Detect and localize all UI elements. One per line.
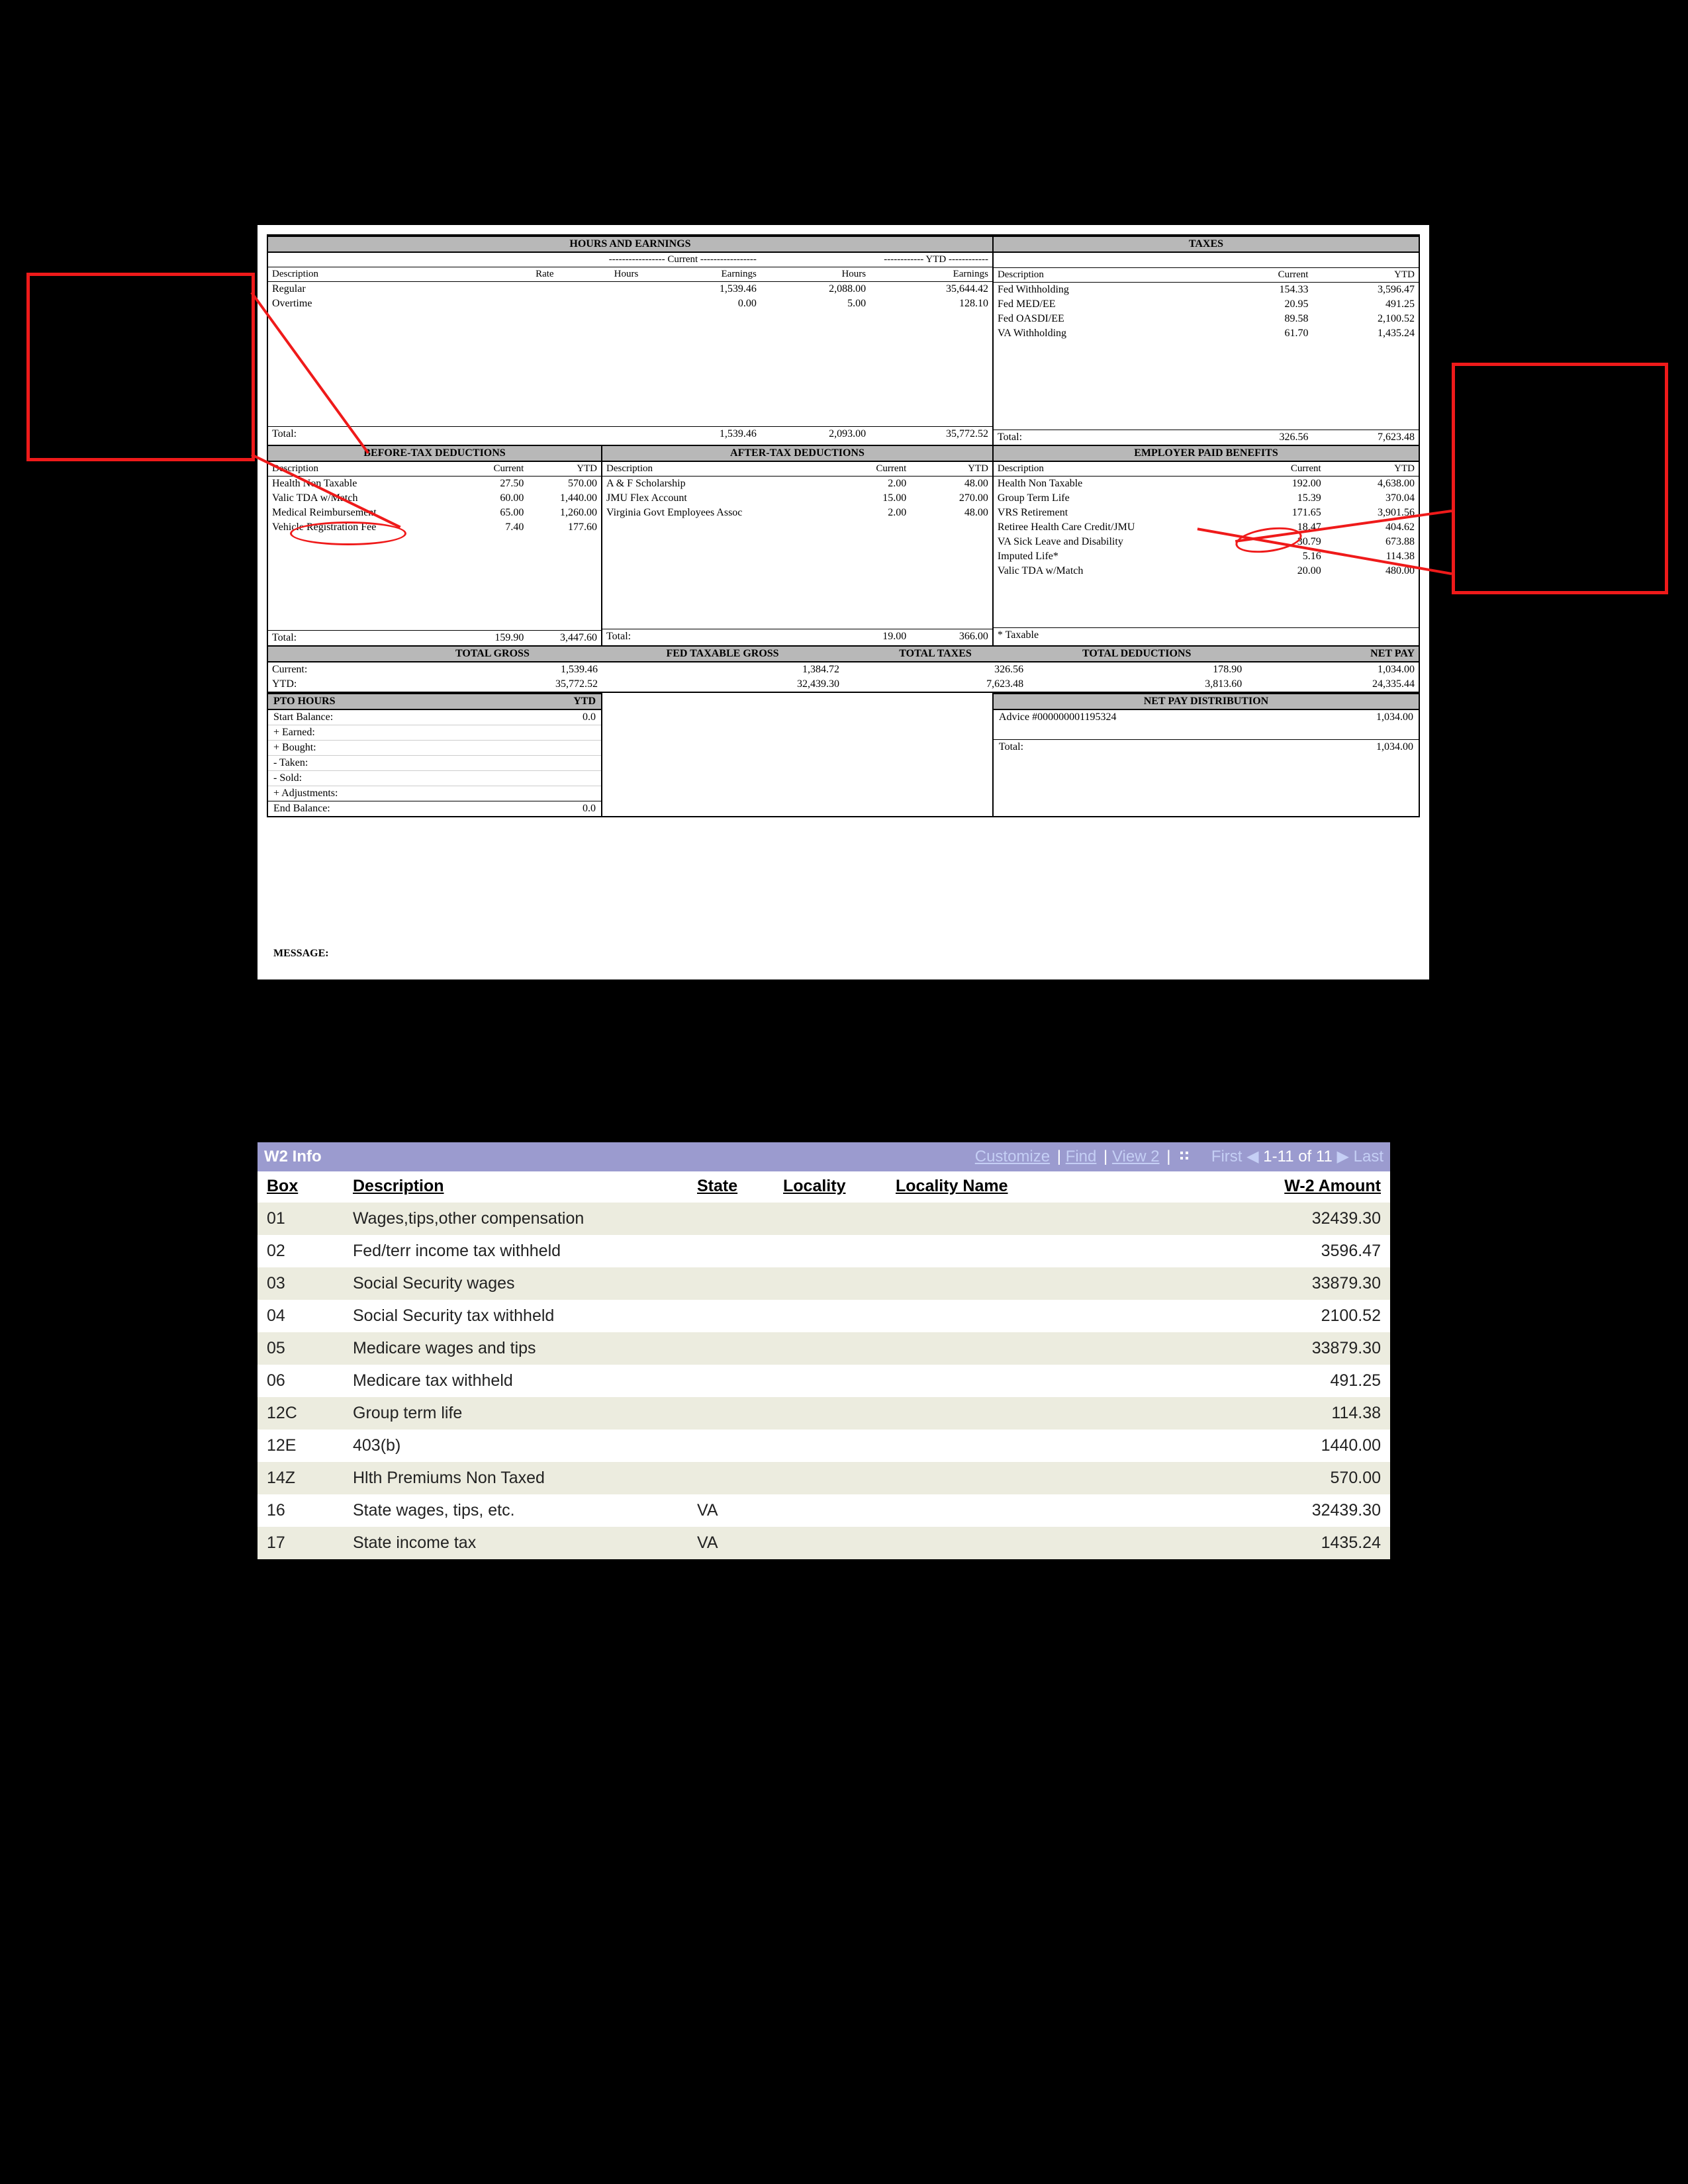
w2-row: 14Z Hlth Premiums Non Taxed 570.00 — [258, 1462, 1390, 1494]
after-tax-row: JMU Flex Account15.00270.00 — [602, 491, 992, 506]
nav-count: 1-11 of 11 — [1263, 1148, 1333, 1165]
pto-row: - Taken: — [268, 756, 601, 771]
w2-row: 04 Social Security tax withheld 2100.52 — [258, 1300, 1390, 1332]
taxes-total-ytd: 7,623.48 — [1312, 430, 1419, 445]
earnings-total-ytde: 35,772.52 — [870, 427, 992, 442]
view2-link[interactable]: View 2 — [1112, 1148, 1160, 1165]
w2-col-amount: W-2 Amount — [1218, 1171, 1390, 1203]
paystub-top: HOURS AND EARNINGS TAXES ---------------… — [268, 236, 1419, 445]
before-tax-row: Medical Reimbursement65.001,260.00 — [268, 506, 601, 520]
col-rate: Rate — [485, 267, 557, 282]
star-taxable: * Taxable — [994, 628, 1419, 643]
w2-rows: 01 Wages,tips,other compensation 32439.3… — [258, 1203, 1390, 1559]
w2-col-state: State — [688, 1171, 774, 1203]
pto-row: + Adjustments: — [268, 786, 601, 801]
earnings-total-ytdh: 2,093.00 — [761, 427, 870, 442]
before-tax-header: BEFORE-TAX DEDUCTIONS — [268, 445, 602, 461]
col-ytd-hours: Hours — [761, 267, 870, 282]
taxes-row: Fed Withholding 154.33 3,596.47 — [994, 283, 1419, 298]
employer-paid-row: Group Term Life15.39370.04 — [994, 491, 1419, 506]
paystub: HOURS AND EARNINGS TAXES ---------------… — [267, 234, 1420, 817]
employer-paid-row: VRS Retirement171.653,901.56 — [994, 506, 1419, 520]
w2-info-panel: W2 Info Customize | Find | View 2 | Firs… — [258, 1142, 1390, 1559]
col-ytd-earn: Earnings — [870, 267, 992, 282]
message-label: MESSAGE: — [273, 948, 329, 960]
employer-paid-row: VA Sick Leave and Disability30.79673.88 — [994, 535, 1419, 549]
w2-table: Box Description State Locality Locality … — [258, 1171, 1390, 1559]
taxes-row: Fed OASDI/EE 89.58 2,100.52 — [994, 312, 1419, 326]
paystub-bottom: PTO HOURS YTD Start Balance: 0.0 + Earne… — [268, 692, 1419, 816]
earnings-row: Regular 1,539.46 2,088.00 35,644.42 — [268, 282, 992, 297]
before-tax-table: Description Current YTD Health Non Taxab… — [268, 462, 601, 645]
customize-link[interactable]: Customize — [975, 1148, 1050, 1165]
pto-row: + Earned: — [268, 725, 601, 741]
callout-box-left — [26, 273, 255, 461]
employer-paid-row: Health Non Taxable192.004,638.00 — [994, 477, 1419, 492]
employer-paid-header: EMPLOYER PAID BENEFITS — [993, 445, 1419, 461]
col-desc: Description — [268, 267, 485, 282]
employer-paid-table: Description Current YTD Health Non Taxab… — [994, 462, 1419, 643]
paystub-summary: TOTAL GROSS FED TAXABLE GROSS TOTAL TAXE… — [268, 645, 1419, 692]
earnings-total-label: Total: — [268, 427, 485, 442]
w2-row: 17 State income tax VA 1435.24 — [258, 1527, 1390, 1559]
taxes-header: TAXES — [993, 236, 1419, 252]
after-tax-row: Virginia Govt Employees Assoc2.0048.00 — [602, 506, 992, 520]
earnings-rows: Regular 1,539.46 2,088.00 35,644.42 Over… — [268, 282, 992, 312]
taxes-table: Description Current YTD Fed Withholding … — [994, 253, 1419, 445]
earnings-row: Overtime 0.00 5.00 128.10 — [268, 296, 992, 311]
callout-ellipse — [290, 522, 406, 545]
grid-icon[interactable] — [1179, 1150, 1191, 1162]
w2-col-box: Box — [258, 1171, 344, 1203]
taxes-rows: Fed Withholding 154.33 3,596.47 Fed MED/… — [994, 283, 1419, 341]
pto-row: - Sold: — [268, 771, 601, 786]
nav-first[interactable]: First — [1211, 1148, 1243, 1165]
after-tax-header: AFTER-TAX DEDUCTIONS — [602, 445, 993, 461]
hours-earnings-header: HOURS AND EARNINGS — [268, 236, 993, 252]
w2-col-locality: Locality — [774, 1171, 886, 1203]
after-tax-row: A & F Scholarship2.0048.00 — [602, 477, 992, 492]
hours-earnings-table: ----------------- Current --------------… — [268, 253, 992, 441]
chevron-left-icon[interactable]: ◀ — [1246, 1148, 1258, 1165]
nav-last[interactable]: Last — [1354, 1148, 1383, 1165]
w2-col-locname: Locality Name — [886, 1171, 1218, 1203]
chevron-right-icon[interactable]: ▶ — [1336, 1148, 1348, 1165]
before-tax-row: Valic TDA w/Match60.001,440.00 — [268, 491, 601, 506]
w2-row: 06 Medicare tax withheld 491.25 — [258, 1365, 1390, 1397]
w2-title: W2 Info — [264, 1148, 322, 1165]
col-cur-earn: Earnings — [642, 267, 761, 282]
col-cur-hours: Hours — [558, 267, 643, 282]
pto-row: + Bought: — [268, 741, 601, 756]
w2-col-desc: Description — [344, 1171, 688, 1203]
employer-paid-row: Valic TDA w/Match20.00480.00 — [994, 564, 1419, 578]
after-tax-table: Description Current YTD A & F Scholarshi… — [602, 462, 992, 644]
earnings-total-cur: 1,539.46 — [642, 427, 761, 442]
paystub-container: HOURS AND EARNINGS TAXES ---------------… — [258, 225, 1429, 979]
netdist-row: Advice #0000000011953241,034.00 — [994, 709, 1419, 725]
taxes-row: Fed MED/EE 20.95 491.25 — [994, 297, 1419, 312]
w2-row: 16 State wages, tips, etc. VA 32439.30 — [258, 1494, 1390, 1527]
net-pay-dist-table: NET PAY DISTRIBUTION Advice #00000000119… — [994, 693, 1419, 754]
w2-row: 12E 403(b) 1440.00 — [258, 1430, 1390, 1462]
find-link[interactable]: Find — [1066, 1148, 1097, 1165]
employer-paid-row: Retiree Health Care Credit/JMU18.47404.6… — [994, 520, 1419, 535]
w2-row: 03 Social Security wages 33879.30 — [258, 1267, 1390, 1300]
pto-row: Start Balance: 0.0 — [268, 709, 601, 725]
pto-row: End Balance: 0.0 — [268, 801, 601, 817]
callout-text-right: **Im taxab amou gross the ca Feder FICA … — [1458, 367, 1499, 587]
taxes-total-cur: 326.56 — [1206, 430, 1313, 445]
w2-row: 05 Medicare wages and tips 33879.30 — [258, 1332, 1390, 1365]
w2-row: 12C Group term life 114.38 — [258, 1397, 1390, 1430]
w2-row: 01 Wages,tips,other compensation 32439.3… — [258, 1203, 1390, 1235]
w2-header: W2 Info Customize | Find | View 2 | Firs… — [258, 1142, 1390, 1171]
pto-hours-table: PTO HOURS YTD Start Balance: 0.0 + Earne… — [268, 693, 601, 816]
taxes-row: VA Withholding 61.70 1,435.24 — [994, 326, 1419, 341]
w2-row: 02 Fed/terr income tax withheld 3596.47 — [258, 1235, 1390, 1267]
